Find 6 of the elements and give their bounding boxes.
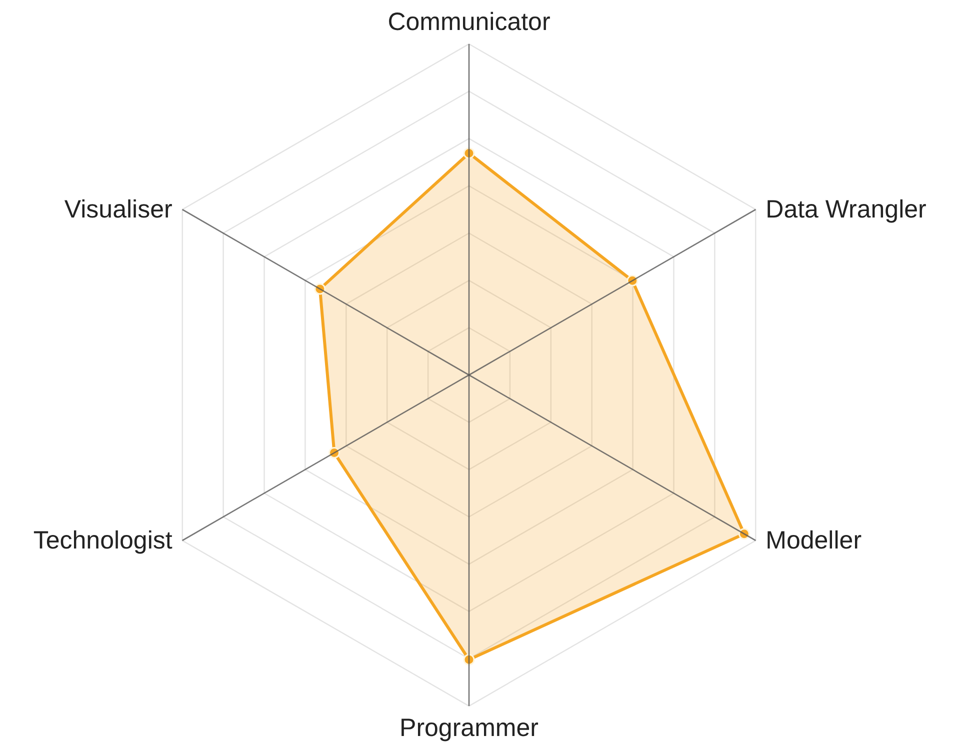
spoke-label: Visualiser — [64, 196, 172, 224]
spoke-label: Data Wrangler — [766, 196, 926, 224]
spoke-label: Technologist — [33, 526, 172, 554]
spoke-label: Programmer — [400, 714, 538, 742]
spoke-label: Modeller — [766, 526, 862, 554]
spoke-label: Communicator — [388, 8, 550, 36]
